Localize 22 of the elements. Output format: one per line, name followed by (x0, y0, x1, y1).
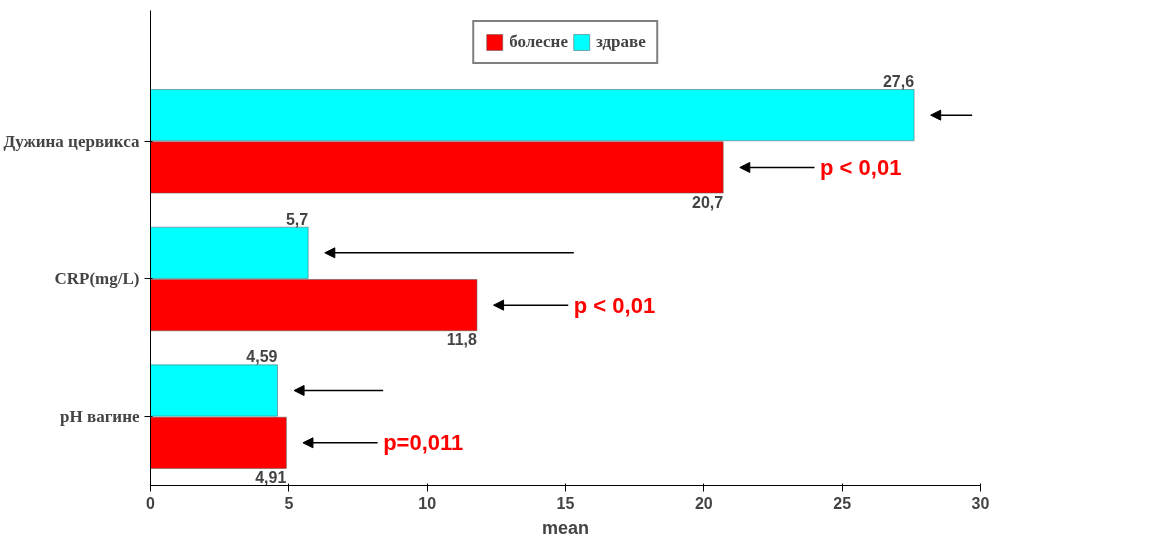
annotation: p < 0,01 (820, 154, 902, 180)
legend-label: болесне (509, 32, 568, 52)
y-tick-label: CRP(mg/L) (54, 269, 140, 289)
x-tick-label: 10 (418, 494, 437, 512)
annotation: p=0,011 (383, 430, 464, 456)
y-tick-label: pH вагине (60, 407, 140, 427)
data-label: 27,6 (882, 72, 915, 90)
data-label: 4,91 (255, 468, 287, 486)
legend-label: здраве (595, 32, 646, 52)
y-tick-label: Дужина цервикса (3, 131, 140, 151)
data-label: 20,7 (692, 193, 724, 211)
x-axis-title: mean (541, 517, 590, 538)
x-tick-label: 0 (146, 494, 156, 512)
x-tick-label: 20 (694, 494, 713, 512)
x-tick-label: 30 (971, 494, 990, 512)
data-label: 5,7 (285, 210, 309, 228)
x-tick-label: 5 (284, 494, 294, 512)
data-label: 11,8 (446, 331, 478, 349)
annotation: p < 0,01 (573, 292, 656, 318)
x-tick-label: 15 (556, 494, 575, 512)
x-tick-label: 25 (833, 494, 852, 512)
data-label: 4,59 (246, 348, 278, 366)
